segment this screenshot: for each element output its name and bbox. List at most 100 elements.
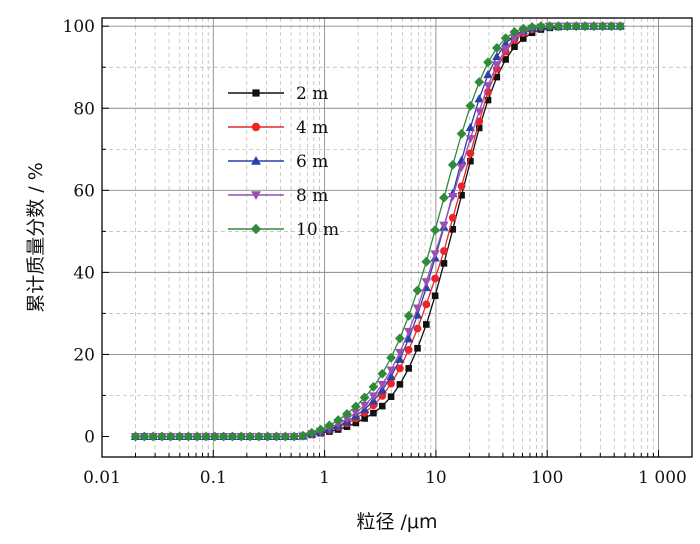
legend-label: 6 m (296, 152, 328, 172)
data-point (396, 381, 404, 388)
series-10-m (130, 21, 626, 442)
data-point (342, 415, 352, 424)
data-point (394, 333, 405, 344)
data-point (467, 157, 474, 165)
data-point (474, 107, 484, 116)
plot-frame (101, 17, 693, 458)
legend-item: 2 m (228, 84, 328, 104)
data-point (201, 431, 211, 442)
data-point (421, 256, 432, 267)
data-point (500, 45, 511, 54)
x-tick-label: 1 (319, 468, 330, 488)
data-point (209, 431, 220, 442)
data-point (387, 379, 395, 388)
data-point (251, 191, 261, 200)
x-tick-label: 0.1 (200, 468, 227, 488)
data-point (377, 368, 388, 379)
x-tick-label: 1 000 (638, 468, 687, 488)
legend-label: 2 m (296, 84, 328, 104)
data-point (449, 225, 457, 233)
data-point (430, 225, 441, 236)
data-point (465, 100, 476, 111)
y-tick-label: 20 (73, 345, 95, 365)
data-point (412, 304, 423, 313)
data-point (245, 431, 255, 442)
data-point (386, 366, 396, 375)
data-point (466, 149, 475, 158)
data-point (387, 393, 395, 400)
data-point (544, 21, 555, 32)
y-tick-label: 0 (84, 427, 95, 447)
data-point (218, 431, 229, 442)
data-point (404, 327, 414, 337)
data-point (431, 274, 440, 283)
data-point (535, 21, 546, 32)
data-point (342, 409, 352, 419)
data-point (165, 431, 176, 442)
data-point (148, 431, 159, 442)
data-point (483, 82, 493, 91)
data-point (333, 415, 344, 425)
data-point (456, 128, 467, 139)
data-point (483, 69, 493, 79)
data-point (597, 21, 608, 32)
data-point (378, 402, 386, 410)
data-point (414, 344, 421, 352)
data-point (562, 21, 573, 32)
data-point (280, 431, 291, 442)
data-point (262, 431, 273, 442)
x-tick-label: 0.01 (83, 468, 121, 488)
data-point (474, 77, 485, 87)
data-point (465, 122, 476, 132)
data-point (502, 56, 509, 63)
legend-label: 8 m (296, 186, 328, 206)
x-axis-title: 粒径 /μm (356, 511, 437, 533)
data-point (252, 89, 260, 97)
x-tick-label: 10 (425, 468, 447, 488)
data-point (421, 278, 432, 287)
data-point (527, 22, 537, 32)
data-point (465, 135, 476, 144)
data-point (448, 192, 458, 202)
data-point (423, 321, 430, 328)
data-point (440, 247, 448, 255)
data-point (377, 385, 387, 394)
y-tick-label: 80 (73, 99, 95, 119)
data-point (306, 427, 317, 438)
data-point (422, 300, 431, 309)
data-point (253, 431, 264, 442)
data-point (395, 354, 405, 363)
data-point (370, 409, 377, 417)
data-point (500, 33, 511, 44)
legend-item: 6 m (228, 152, 328, 172)
data-point (448, 213, 457, 222)
data-point (492, 61, 502, 70)
grid (102, 18, 692, 457)
data-point (251, 156, 261, 165)
data-point (475, 124, 483, 132)
data-point (447, 159, 458, 170)
data-point (351, 409, 361, 418)
data-point (474, 94, 484, 103)
data-point (289, 431, 300, 442)
data-point (553, 21, 564, 32)
data-point (192, 431, 203, 442)
data-point (483, 57, 493, 68)
data-point (405, 365, 413, 372)
data-point (439, 192, 449, 203)
data-point (395, 364, 404, 373)
data-point (430, 250, 440, 259)
data-point (440, 260, 448, 267)
data-point (509, 34, 520, 43)
legend-item: 10 m (228, 220, 339, 240)
legend-label: 4 m (296, 118, 328, 138)
y-tick-label: 100 (63, 17, 95, 37)
data-point (456, 163, 467, 173)
data-point (157, 431, 167, 442)
y-axis-title: 累计质量分数 / % (25, 162, 47, 313)
data-point (509, 27, 520, 37)
x-tick-label: 100 (531, 468, 563, 488)
data-point (571, 21, 582, 32)
data-point (386, 352, 396, 363)
